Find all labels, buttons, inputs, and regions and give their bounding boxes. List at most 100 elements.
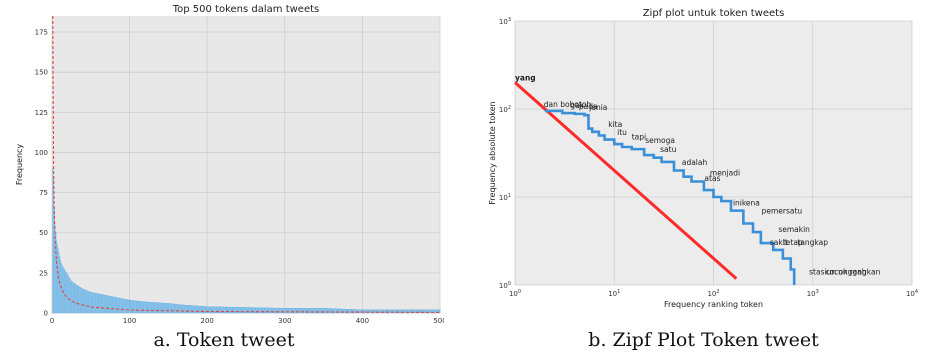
frequency-bar: [126, 299, 128, 314]
frequency-bar: [337, 308, 339, 314]
x-tick-label: 101: [608, 289, 620, 298]
frequency-bar: [214, 306, 216, 314]
frequency-bar: [434, 309, 436, 314]
frequency-bar: [365, 309, 366, 314]
frequency-bar: [345, 308, 347, 314]
frequency-bar: [66, 273, 68, 314]
frequency-bar: [407, 309, 409, 314]
token-annotation: cocok: [826, 267, 848, 276]
frequency-bar: [375, 309, 377, 314]
frequency-bar: [311, 308, 313, 314]
frequency-bar: [263, 307, 265, 314]
frequency-bar: [352, 309, 354, 314]
frequency-bar: [289, 308, 290, 314]
frequency-bar: [127, 299, 129, 314]
frequency-bar: [68, 276, 70, 314]
frequency-bar: [368, 309, 370, 314]
frequency-bar: [307, 308, 309, 314]
frequency-bar: [143, 301, 144, 314]
frequency-bar: [162, 302, 164, 314]
zipf-plot-chart: 100 101 102 103 100 101 102 103 104 yang dan bobot…: [482, 0, 925, 326]
frequency-bar: [113, 296, 115, 314]
frequency-bar: [268, 307, 270, 314]
frequency-bar: [424, 309, 426, 314]
frequency-bar: [377, 309, 379, 314]
frequency-bar: [185, 305, 187, 314]
frequency-bar: [89, 291, 91, 314]
frequency-bar: [359, 309, 361, 314]
frequency-bar: [341, 308, 342, 314]
frequency-bar: [223, 306, 224, 314]
zipf-plot-chart-svg: 100 101 102 103 100 101 102 103 104 yang dan bobot…: [488, 8, 918, 309]
frequency-bar: [120, 298, 122, 314]
y-tick-label: 100: [499, 281, 511, 290]
frequency-bar: [312, 308, 314, 314]
frequency-bar: [327, 308, 328, 314]
frequency-bar: [184, 304, 186, 314]
frequency-bar: [84, 289, 86, 314]
frequency-bar: [268, 307, 269, 314]
frequency-bar: [344, 308, 346, 314]
frequency-bar: [249, 307, 251, 314]
frequency-bar: [379, 309, 381, 314]
frequency-bar: [282, 308, 284, 314]
frequency-bar: [389, 309, 391, 314]
plot-area: [52, 16, 440, 313]
frequency-bar: [398, 309, 400, 314]
token-annotation: itu: [617, 128, 627, 137]
frequency-bar: [226, 306, 228, 314]
frequency-bar: [196, 305, 198, 314]
frequency-bar: [428, 309, 430, 314]
y-tick-label: 125: [35, 109, 48, 117]
frequency-bar: [77, 285, 79, 314]
frequency-bar: [360, 309, 362, 314]
frequency-bar: [382, 309, 383, 314]
frequency-bar: [132, 300, 134, 314]
token-annotation: tetap: [783, 238, 803, 247]
frequency-bar: [201, 306, 203, 314]
frequency-bar: [351, 309, 353, 314]
frequency-bar: [129, 300, 131, 314]
frequency-bar: [401, 309, 403, 314]
frequency-bar: [320, 308, 321, 314]
frequency-bar: [140, 301, 142, 314]
frequency-bar: [275, 307, 276, 314]
frequency-bar: [135, 300, 137, 314]
frequency-bar: [405, 309, 407, 314]
frequency-bar: [388, 309, 390, 314]
frequency-bar: [59, 256, 61, 314]
frequency-bar: [342, 308, 344, 314]
frequency-bar: [309, 308, 311, 314]
frequency-bar: [126, 299, 127, 314]
frequency-bar: [205, 306, 207, 314]
frequency-bar: [403, 309, 405, 314]
token-annotation: adalah: [682, 158, 708, 167]
frequency-bar: [82, 288, 84, 314]
frequency-bar: [301, 308, 303, 314]
frequency-bar: [167, 303, 169, 314]
frequency-bar: [313, 308, 315, 314]
frequency-bar: [306, 308, 308, 314]
frequency-bar: [74, 283, 76, 314]
frequency-bar: [220, 306, 222, 314]
frequency-bar: [365, 309, 367, 314]
frequency-bar: [383, 309, 385, 314]
frequency-bar: [104, 294, 106, 314]
frequency-bar: [190, 305, 192, 314]
frequency-bar: [69, 278, 71, 314]
frequency-bar: [266, 307, 268, 314]
frequency-bar: [216, 306, 218, 314]
frequency-bar: [181, 304, 183, 314]
frequency-bar: [109, 296, 111, 314]
frequency-bar: [314, 308, 316, 314]
frequency-bar: [255, 307, 257, 314]
frequency-bar: [386, 309, 387, 314]
frequency-bar: [341, 308, 343, 314]
frequency-bar: [290, 308, 292, 314]
frequency-bar: [294, 308, 296, 314]
frequency-bar: [433, 309, 435, 314]
frequency-bar: [177, 304, 179, 314]
frequency-bar: [320, 308, 322, 314]
frequency-bar: [347, 309, 349, 314]
frequency-bar: [355, 309, 356, 314]
